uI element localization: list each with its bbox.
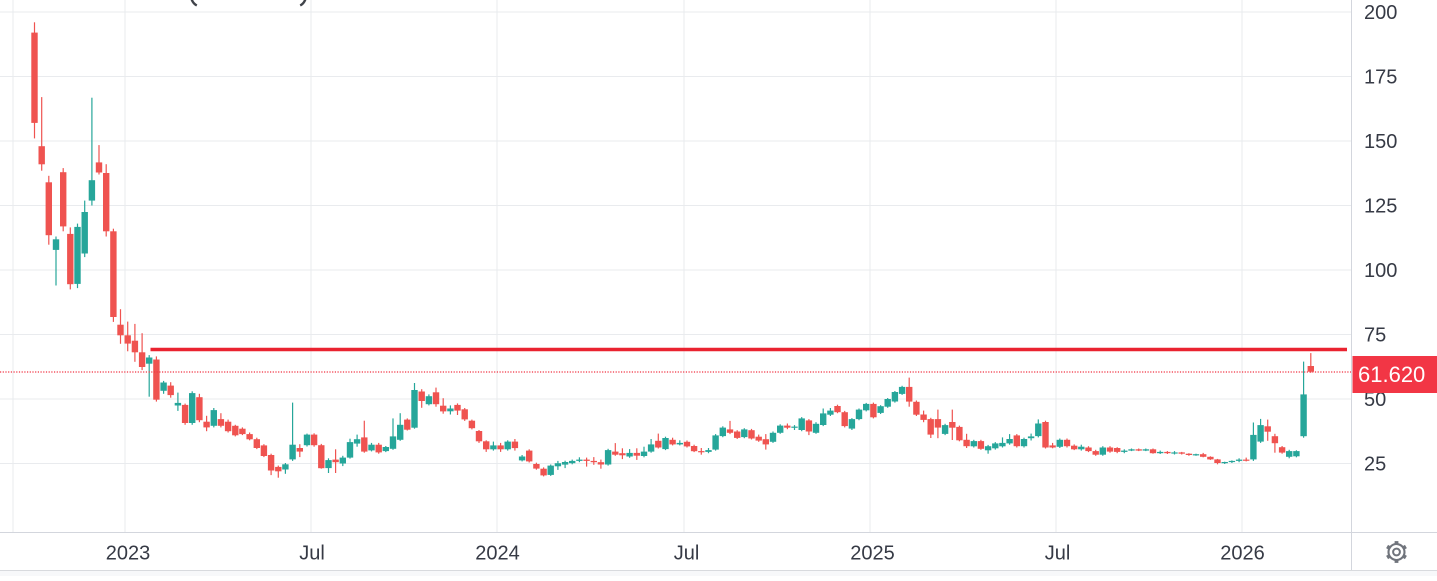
svg-text:Jul: Jul	[299, 543, 325, 565]
svg-text:200: 200	[1364, 2, 1397, 24]
svg-text:Jul: Jul	[674, 543, 700, 565]
svg-text:25: 25	[1364, 454, 1386, 476]
svg-text:125: 125	[1364, 196, 1397, 218]
svg-text:175: 175	[1364, 67, 1397, 89]
svg-text:2025: 2025	[850, 543, 895, 565]
svg-text:100: 100	[1364, 260, 1397, 282]
svg-text:Jul: Jul	[1045, 543, 1071, 565]
svg-text:150: 150	[1364, 131, 1397, 153]
svg-text:2023: 2023	[106, 543, 151, 565]
svg-text:75: 75	[1364, 325, 1386, 347]
svg-text:2024: 2024	[475, 543, 520, 565]
svg-text:2026: 2026	[1220, 543, 1265, 565]
svg-text:61.620: 61.620	[1358, 362, 1425, 387]
